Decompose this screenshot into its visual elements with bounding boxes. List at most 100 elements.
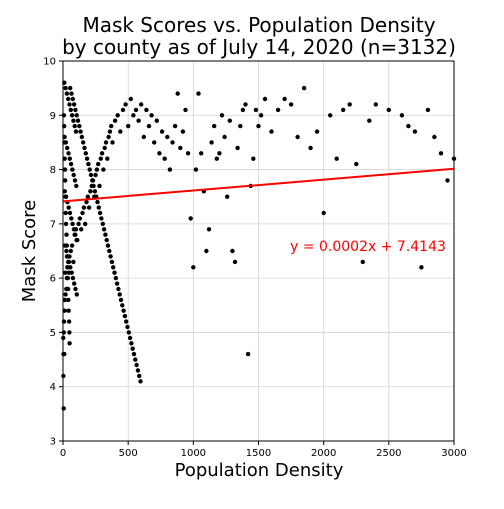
data-point bbox=[104, 237, 109, 243]
data-point bbox=[129, 341, 134, 346]
data-point bbox=[157, 151, 162, 156]
data-point bbox=[425, 107, 431, 113]
data-point bbox=[109, 123, 114, 129]
data-point bbox=[120, 303, 125, 308]
data-point bbox=[72, 123, 77, 129]
data-point bbox=[341, 107, 346, 113]
data-point bbox=[314, 129, 320, 134]
data-point bbox=[66, 151, 71, 156]
data-point bbox=[288, 102, 294, 107]
data-point bbox=[121, 308, 126, 313]
data-point bbox=[103, 140, 109, 145]
data-point bbox=[83, 151, 89, 156]
data-point bbox=[66, 259, 72, 265]
x-tick-label: 2500 bbox=[376, 448, 401, 459]
data-point bbox=[97, 183, 102, 189]
data-point bbox=[134, 362, 139, 368]
data-point bbox=[188, 216, 193, 221]
data-point bbox=[232, 259, 238, 265]
data-point bbox=[334, 156, 339, 161]
y-tick-label: 4 bbox=[50, 382, 56, 393]
y-tick-label: 8 bbox=[50, 165, 56, 176]
data-point bbox=[63, 194, 68, 199]
data-point bbox=[269, 129, 274, 134]
data-point bbox=[175, 91, 180, 96]
data-point bbox=[96, 205, 102, 210]
data-point bbox=[170, 140, 175, 145]
data-point bbox=[212, 123, 217, 129]
data-point bbox=[138, 379, 143, 384]
data-point bbox=[101, 167, 106, 172]
data-point bbox=[63, 292, 68, 297]
data-point bbox=[125, 324, 130, 330]
y-tick-label: 7 bbox=[50, 219, 56, 230]
data-point bbox=[204, 248, 209, 254]
data-point bbox=[88, 189, 93, 194]
data-point bbox=[70, 221, 75, 227]
data-point bbox=[199, 151, 204, 156]
data-point bbox=[62, 167, 68, 172]
data-point bbox=[64, 91, 70, 96]
data-point bbox=[67, 210, 73, 216]
data-point bbox=[96, 161, 101, 167]
data-point bbox=[240, 107, 246, 113]
y-tick-label: 10 bbox=[43, 57, 56, 68]
data-point bbox=[69, 243, 75, 248]
data-point bbox=[112, 270, 117, 275]
data-point bbox=[120, 107, 126, 113]
data-point bbox=[66, 297, 71, 303]
data-point bbox=[84, 199, 89, 205]
data-point bbox=[85, 194, 91, 199]
data-point bbox=[71, 118, 76, 123]
data-point bbox=[63, 210, 68, 216]
data-point bbox=[144, 107, 149, 113]
data-point bbox=[139, 102, 144, 107]
data-point bbox=[67, 341, 72, 346]
data-point bbox=[225, 194, 230, 199]
data-point bbox=[124, 319, 129, 324]
data-point bbox=[99, 216, 104, 221]
data-point bbox=[77, 216, 83, 221]
data-point bbox=[165, 134, 170, 140]
data-point bbox=[354, 161, 359, 167]
data-points bbox=[61, 80, 457, 411]
fit-line bbox=[62, 167, 455, 203]
data-point bbox=[149, 113, 154, 118]
data-point bbox=[74, 113, 79, 118]
data-point bbox=[126, 123, 131, 129]
data-point bbox=[117, 292, 122, 297]
data-point bbox=[367, 118, 372, 123]
data-point bbox=[412, 129, 418, 134]
data-point bbox=[86, 161, 91, 167]
data-point bbox=[69, 216, 74, 221]
data-point bbox=[245, 351, 251, 357]
data-point bbox=[83, 221, 88, 227]
data-point bbox=[66, 205, 71, 210]
data-point bbox=[102, 145, 107, 151]
data-point bbox=[432, 134, 437, 140]
data-point bbox=[81, 140, 86, 145]
data-point bbox=[66, 319, 72, 324]
data-point bbox=[301, 85, 307, 91]
data-point bbox=[135, 368, 141, 373]
data-point bbox=[406, 123, 411, 129]
data-point bbox=[72, 281, 77, 286]
data-point bbox=[107, 248, 112, 254]
data-point bbox=[110, 140, 115, 145]
data-point bbox=[68, 85, 73, 91]
data-point bbox=[243, 102, 248, 107]
data-point bbox=[71, 259, 76, 265]
data-point bbox=[86, 205, 92, 210]
data-point bbox=[93, 172, 98, 178]
fit-line-group bbox=[62, 167, 455, 203]
data-point bbox=[62, 156, 67, 161]
data-point bbox=[84, 156, 90, 161]
data-point bbox=[222, 134, 227, 140]
data-point bbox=[178, 145, 183, 151]
y-tick-label: 6 bbox=[50, 274, 56, 285]
data-point bbox=[399, 113, 405, 118]
data-point bbox=[127, 335, 133, 341]
data-point bbox=[87, 167, 92, 172]
data-point bbox=[113, 275, 119, 281]
data-point bbox=[185, 151, 191, 156]
